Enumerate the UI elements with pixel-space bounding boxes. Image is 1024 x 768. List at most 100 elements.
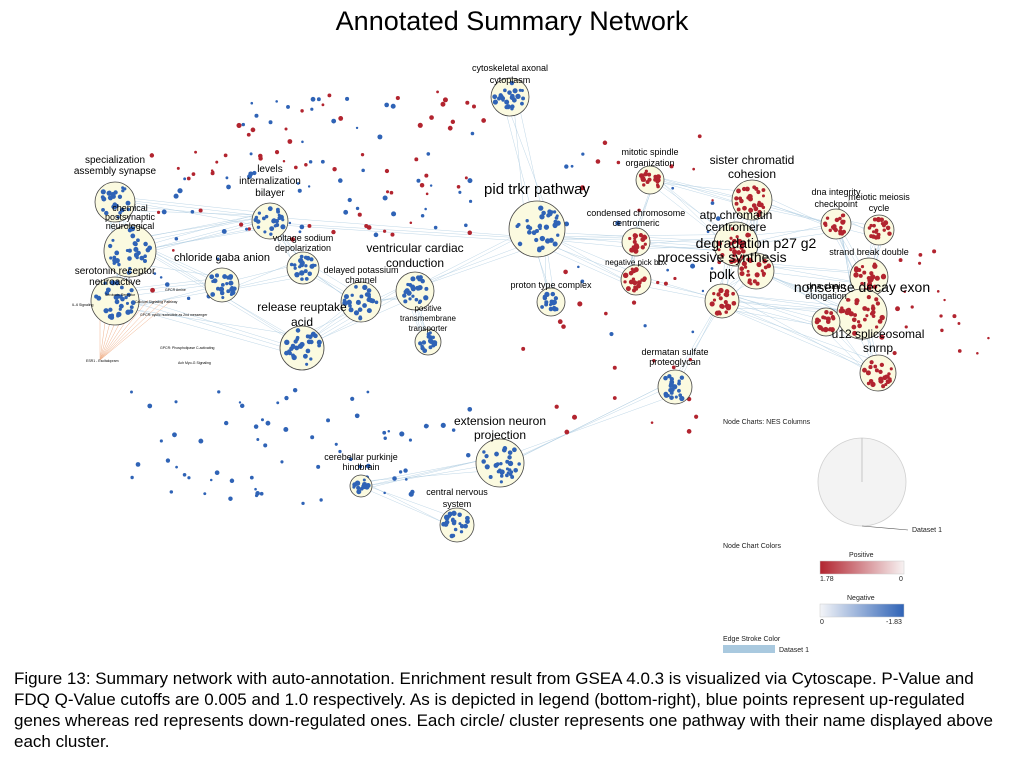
cluster-gene-node <box>133 252 140 258</box>
cluster-gene-node <box>212 278 218 284</box>
scatter-gene-node <box>274 150 280 155</box>
cluster-gene-node <box>640 245 645 250</box>
cluster-gene-node <box>103 281 107 285</box>
cluster-label: system <box>443 499 472 509</box>
cluster-gene-node <box>411 294 415 298</box>
cluster-circle <box>508 200 566 258</box>
cluster-gene-node <box>865 314 869 318</box>
scatter-gene-node <box>194 150 198 154</box>
cluster-gene-node <box>510 104 515 109</box>
cluster-label: mitotic spindle <box>621 147 678 157</box>
cluster-label: assembly synapse <box>74 166 157 177</box>
cluster-gene-node <box>874 275 880 281</box>
cluster-gene-node <box>555 214 559 218</box>
cluster-gene-node <box>873 364 878 369</box>
cluster-gene-node <box>544 302 549 307</box>
cluster-gene-node <box>127 248 132 253</box>
cluster-gene-node <box>550 291 556 297</box>
cluster-label: organization <box>625 158 674 168</box>
cluster-gene-node <box>408 297 412 301</box>
cluster-label: extension neuron <box>454 414 546 428</box>
scatter-gene-node <box>147 403 153 409</box>
cluster-gene-node <box>718 287 724 294</box>
scatter-gene-node <box>561 324 566 329</box>
cluster-gene-node <box>636 280 642 285</box>
scatter-gene-node <box>581 152 585 156</box>
scatter-gene-node <box>165 458 171 463</box>
cluster-gene-node <box>355 299 361 305</box>
scatter-gene-node <box>936 290 940 293</box>
scatter-gene-node <box>957 349 962 353</box>
scatter-gene-node <box>616 160 621 165</box>
cluster-gene-node <box>503 88 507 93</box>
scatter-gene-node <box>572 414 578 420</box>
cluster-gene-node <box>128 266 132 271</box>
cluster-gene-node <box>458 522 462 526</box>
cluster-gene-node <box>631 277 636 281</box>
cluster-gene-node <box>443 522 449 527</box>
cluster-gene-node <box>127 256 132 261</box>
cluster-gene-node <box>130 233 136 239</box>
scatter-gene-node <box>130 390 133 394</box>
scatter-gene-node <box>172 432 177 438</box>
cluster-gene-node <box>298 257 304 264</box>
cluster-label: projection <box>474 428 526 442</box>
cluster-gene-node <box>739 245 744 250</box>
cluster-gene-node <box>113 294 119 300</box>
cluster-gene-node <box>633 237 637 241</box>
scatter-gene-node <box>458 190 462 194</box>
cluster-gene-node <box>739 271 745 277</box>
scatter-gene-node <box>952 314 957 319</box>
cluster-gene-node <box>538 226 542 231</box>
scatter-gene-node <box>355 126 359 130</box>
cluster-gene-node <box>118 211 122 215</box>
cluster-gene-node <box>874 297 879 302</box>
scatter-gene-node <box>387 429 391 433</box>
cluster-gene-node <box>111 238 115 242</box>
cluster-gene-node <box>280 224 286 230</box>
scatter-gene-node <box>153 272 157 275</box>
scatter-gene-node <box>580 279 585 284</box>
cluster-label: specialization <box>85 155 145 166</box>
cluster-gene-node <box>718 296 723 301</box>
scatter-gene-node <box>663 281 668 286</box>
cluster-gene-node <box>883 220 889 226</box>
cluster-gene-node <box>543 224 550 230</box>
scatter-gene-node <box>347 197 352 203</box>
cluster-gene-node <box>421 340 427 345</box>
cluster-label-layer: cytoskeletal axonal cytoplasm specializati… <box>74 63 930 509</box>
cluster-label: transporter <box>409 324 448 333</box>
cluster-gene-node <box>416 286 421 291</box>
scatter-gene-node <box>398 470 403 474</box>
cluster-gene-node <box>264 214 269 219</box>
cluster-gene-node <box>716 240 722 247</box>
scatter-gene-node <box>355 206 360 211</box>
cluster-gene-node <box>553 296 559 301</box>
cluster-gene-node <box>712 292 716 296</box>
cluster-gene-node <box>417 300 422 305</box>
cluster-label: sister chromatid <box>710 153 795 167</box>
cluster-gene-node <box>273 224 277 228</box>
cluster-gene-node <box>307 334 313 340</box>
cluster-gene-node <box>354 285 358 289</box>
legend-positive-title: Positive <box>849 552 874 559</box>
scatter-gene-node <box>186 296 191 301</box>
scatter-gene-node <box>697 134 702 139</box>
scatter-gene-node <box>175 465 178 469</box>
scatter-gene-node <box>247 227 251 231</box>
cluster-label: centromeric <box>612 218 660 228</box>
cluster-gene-node <box>139 255 145 261</box>
cluster-gene-node <box>746 269 750 273</box>
cluster-gene-node <box>747 257 753 262</box>
scatter-gene-node <box>176 166 180 170</box>
cluster-gene-node <box>653 174 658 179</box>
scatter-gene-node <box>331 229 336 235</box>
scatter-gene-node <box>898 258 903 263</box>
cluster-gene-node <box>854 266 859 271</box>
scatter-gene-node <box>666 268 669 272</box>
cluster-gene-node <box>488 474 493 479</box>
cluster-gene-node <box>885 225 891 231</box>
cluster-gene-node <box>214 273 220 278</box>
scatter-gene-node <box>361 168 365 173</box>
scatter-gene-node <box>357 212 362 217</box>
